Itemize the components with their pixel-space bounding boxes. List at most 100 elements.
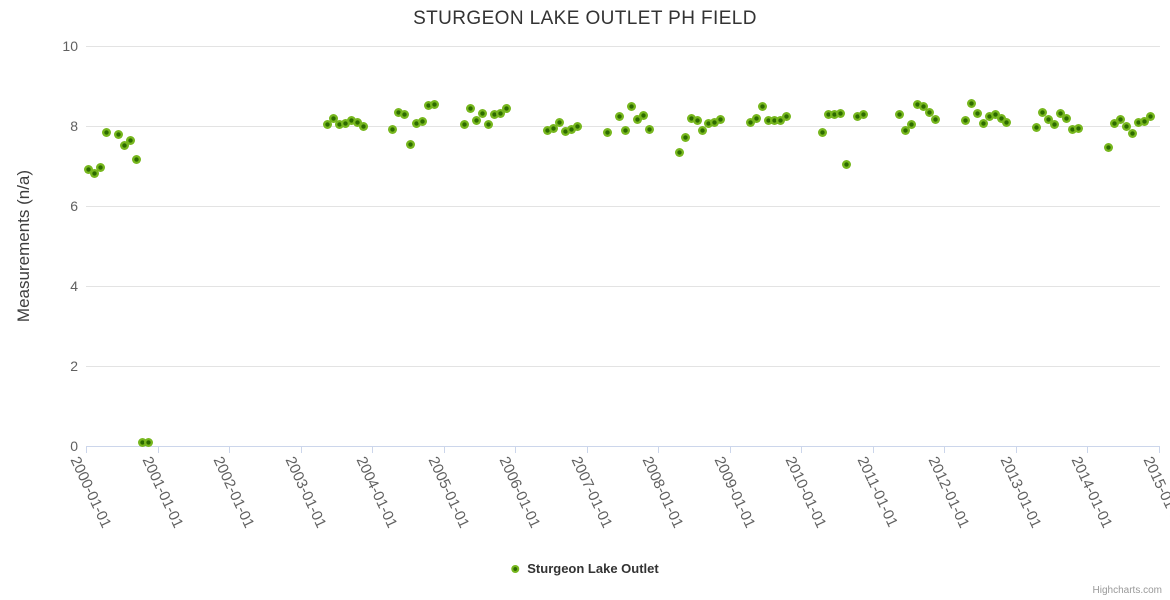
data-point[interactable] <box>985 112 994 121</box>
data-point[interactable] <box>1062 114 1071 123</box>
data-point[interactable] <box>895 110 904 119</box>
data-point[interactable] <box>710 118 719 127</box>
data-point[interactable] <box>543 126 552 135</box>
data-point[interactable] <box>114 130 123 139</box>
data-point[interactable] <box>329 114 338 123</box>
data-point[interactable] <box>1044 115 1053 124</box>
data-point[interactable] <box>1110 119 1119 128</box>
data-point[interactable] <box>561 127 570 136</box>
data-point[interactable] <box>836 109 845 118</box>
data-point[interactable] <box>627 102 636 111</box>
data-point[interactable] <box>549 124 558 133</box>
data-point[interactable] <box>621 126 630 135</box>
data-point[interactable] <box>859 110 868 119</box>
data-point[interactable] <box>1140 117 1149 126</box>
data-point[interactable] <box>1032 123 1041 132</box>
data-point[interactable] <box>1056 109 1065 118</box>
data-point[interactable] <box>502 104 511 113</box>
data-point[interactable] <box>776 116 785 125</box>
data-point[interactable] <box>704 119 713 128</box>
data-point[interactable] <box>824 110 833 119</box>
data-point[interactable] <box>1122 122 1131 131</box>
data-point[interactable] <box>991 110 1000 119</box>
data-point[interactable] <box>693 116 702 125</box>
data-point[interactable] <box>406 140 415 149</box>
data-point[interactable] <box>555 118 564 127</box>
data-point[interactable] <box>472 116 481 125</box>
data-point[interactable] <box>484 120 493 129</box>
data-point[interactable] <box>84 165 93 174</box>
data-point[interactable] <box>967 99 976 108</box>
data-point[interactable] <box>639 111 648 120</box>
data-point[interactable] <box>341 119 350 128</box>
data-point[interactable] <box>758 102 767 111</box>
data-point[interactable] <box>764 116 773 125</box>
data-point[interactable] <box>818 128 827 137</box>
data-point[interactable] <box>830 110 839 119</box>
data-point[interactable] <box>675 148 684 157</box>
data-point[interactable] <box>412 119 421 128</box>
data-point[interactable] <box>633 115 642 124</box>
data-point[interactable] <box>615 112 624 121</box>
data-point[interactable] <box>925 108 934 117</box>
data-point[interactable] <box>901 126 910 135</box>
data-point[interactable] <box>394 108 403 117</box>
data-point[interactable] <box>1116 115 1125 124</box>
data-point[interactable] <box>430 100 439 109</box>
data-point[interactable] <box>698 126 707 135</box>
data-point[interactable] <box>1074 124 1083 133</box>
data-point[interactable] <box>102 128 111 137</box>
data-point[interactable] <box>353 118 362 127</box>
data-point[interactable] <box>1038 108 1047 117</box>
data-point[interactable] <box>1104 143 1113 152</box>
data-point[interactable] <box>782 112 791 121</box>
data-point[interactable] <box>853 112 862 121</box>
data-point[interactable] <box>997 114 1006 123</box>
data-point[interactable] <box>752 114 761 123</box>
data-point[interactable] <box>573 122 582 131</box>
data-point[interactable] <box>120 141 129 150</box>
data-point[interactable] <box>1146 112 1155 121</box>
data-point[interactable] <box>90 169 99 178</box>
data-point[interactable] <box>603 128 612 137</box>
data-point[interactable] <box>567 125 576 134</box>
legend-item[interactable]: Sturgeon Lake Outlet <box>511 561 659 576</box>
data-point[interactable] <box>490 110 499 119</box>
data-point[interactable] <box>323 120 332 129</box>
data-point[interactable] <box>681 133 690 142</box>
data-point[interactable] <box>418 117 427 126</box>
data-point[interactable] <box>913 100 922 109</box>
data-point[interactable] <box>347 116 356 125</box>
data-point[interactable] <box>746 118 755 127</box>
data-point[interactable] <box>973 109 982 118</box>
data-point[interactable] <box>496 109 505 118</box>
data-point[interactable] <box>1002 118 1011 127</box>
highcharts-credits-link[interactable]: Highcharts.com <box>1092 585 1162 596</box>
data-point[interactable] <box>359 122 368 131</box>
data-point[interactable] <box>1128 129 1137 138</box>
data-point[interactable] <box>961 116 970 125</box>
data-point[interactable] <box>1068 125 1077 134</box>
data-point[interactable] <box>1050 120 1059 129</box>
data-point[interactable] <box>96 163 105 172</box>
data-point[interactable] <box>126 136 135 145</box>
data-point[interactable] <box>716 115 725 124</box>
data-point[interactable] <box>645 125 654 134</box>
data-point[interactable] <box>388 125 397 134</box>
data-point[interactable] <box>842 160 851 169</box>
data-point[interactable] <box>478 109 487 118</box>
data-point[interactable] <box>687 114 696 123</box>
data-point[interactable] <box>138 438 147 447</box>
data-point[interactable] <box>335 120 344 129</box>
data-point[interactable] <box>770 116 779 125</box>
data-point[interactable] <box>424 101 433 110</box>
data-point[interactable] <box>144 438 153 447</box>
data-point[interactable] <box>931 115 940 124</box>
data-point[interactable] <box>919 102 928 111</box>
data-point[interactable] <box>466 104 475 113</box>
data-point[interactable] <box>132 155 141 164</box>
data-point[interactable] <box>400 110 409 119</box>
data-point[interactable] <box>907 120 916 129</box>
data-point[interactable] <box>979 119 988 128</box>
data-point[interactable] <box>1134 118 1143 127</box>
